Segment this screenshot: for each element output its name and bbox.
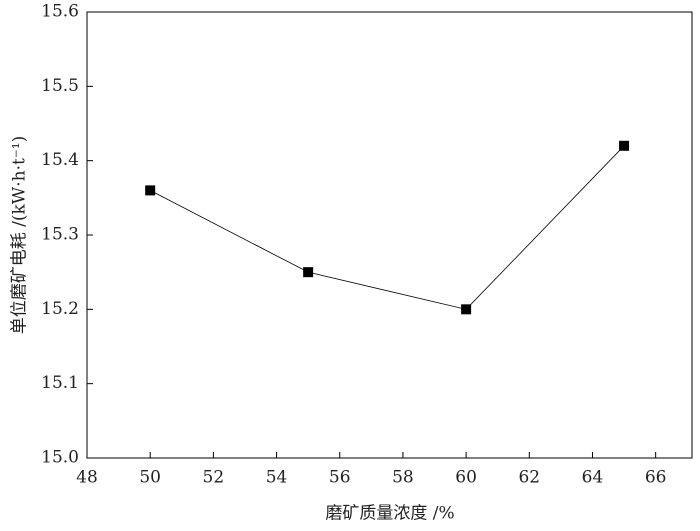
point-marker (145, 185, 156, 196)
point-marker (303, 267, 314, 278)
x-tick-label: 48 (76, 468, 98, 488)
series-line (150, 145, 625, 310)
y-tick-label: 15.5 (41, 76, 79, 96)
point-marker (619, 140, 630, 151)
y-tick-label: 15.6 (41, 2, 79, 22)
y-tick-label: 15.3 (41, 225, 79, 245)
x-tick-label: 60 (455, 468, 477, 488)
y-axis-label: 单位磨矿电耗 /(kW·h·t⁻¹) (10, 136, 30, 335)
plot-frame (86, 11, 693, 459)
x-tick-label: 52 (203, 468, 225, 488)
x-tick-label: 66 (645, 468, 667, 488)
x-axis-label: 磨矿质量浓度 /% (325, 504, 454, 524)
x-tick-label: 58 (392, 468, 414, 488)
y-tick-label: 15.2 (41, 299, 79, 319)
x-tick-label: 64 (582, 468, 604, 488)
y-tick-label: 15.4 (41, 150, 79, 170)
x-tick-label: 56 (329, 468, 351, 488)
x-tick-label: 50 (139, 468, 161, 488)
y-tick-label: 15.1 (41, 373, 79, 393)
x-tick-label: 62 (518, 468, 540, 488)
x-tick-label: 54 (266, 468, 288, 488)
y-tick-label: 15.0 (41, 448, 79, 468)
point-marker (461, 304, 472, 315)
